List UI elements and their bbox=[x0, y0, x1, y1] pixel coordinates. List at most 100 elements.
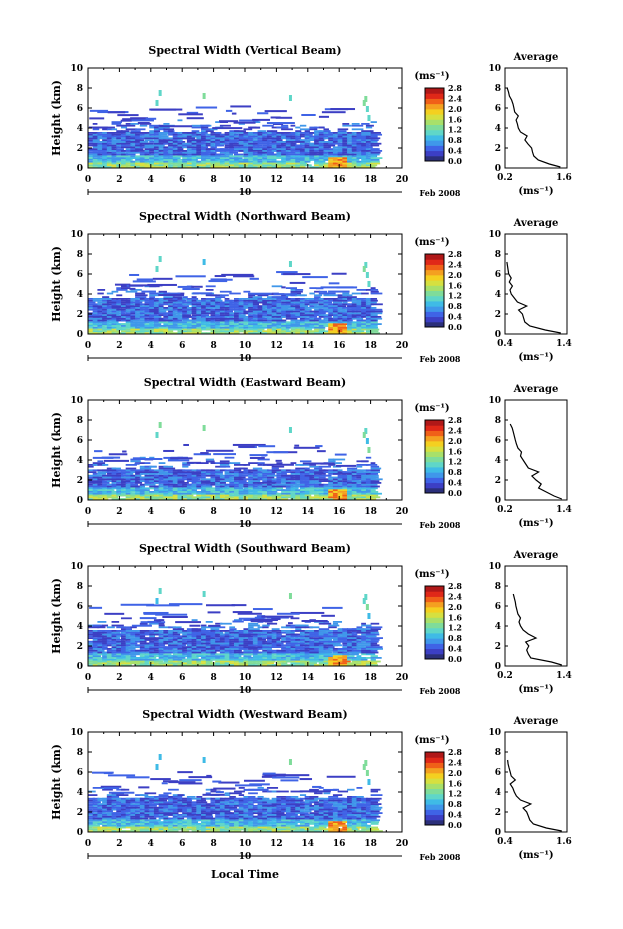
heatmap-cell bbox=[97, 303, 106, 306]
colorbar-swatch bbox=[425, 311, 444, 318]
heatmap-cell bbox=[158, 476, 168, 479]
heatmap-cell bbox=[88, 157, 94, 159]
heatmap-cell bbox=[248, 166, 254, 168]
heatmap-cell bbox=[201, 144, 207, 147]
heatmap-cell bbox=[224, 630, 231, 632]
heatmap-cell bbox=[361, 299, 370, 302]
heatmap-cell bbox=[177, 148, 184, 150]
heatmap-cell bbox=[215, 144, 224, 147]
heatmap-cell bbox=[97, 471, 109, 473]
heatmap-cell bbox=[337, 478, 347, 481]
heatmap-cell bbox=[257, 294, 269, 297]
heatmap-cell bbox=[89, 117, 105, 120]
heatmap-cell bbox=[168, 639, 177, 641]
heatmap-cell bbox=[309, 473, 315, 475]
heatmap-cell bbox=[219, 492, 230, 495]
heatmap-cell bbox=[88, 498, 95, 500]
heatmap-cell bbox=[205, 285, 216, 288]
heatmap-cell bbox=[262, 298, 270, 300]
heatmap-cell bbox=[309, 637, 322, 639]
heatmap-cell bbox=[177, 651, 185, 654]
heatmap-cell bbox=[281, 148, 288, 150]
heatmap-cell bbox=[281, 299, 287, 302]
heatmap-cell bbox=[158, 307, 165, 309]
heatmap-cell bbox=[229, 292, 241, 295]
heatmap-cell bbox=[290, 137, 299, 140]
heatmap-cell bbox=[276, 317, 283, 320]
heatmap-cell bbox=[168, 480, 177, 482]
heatmap-cell bbox=[186, 155, 194, 158]
heatmap-cell bbox=[314, 639, 320, 641]
heatmap-cell bbox=[168, 476, 178, 479]
heatmap-cell bbox=[314, 491, 320, 493]
heatmap-cell bbox=[111, 133, 121, 136]
heatmap-cell bbox=[210, 314, 220, 316]
heatmap-cell bbox=[172, 157, 181, 159]
heatmap-cell bbox=[318, 471, 326, 473]
heatmap-cell bbox=[219, 460, 230, 463]
heatmap-cell bbox=[276, 496, 282, 499]
heatmap-cell bbox=[141, 290, 156, 293]
heatmap-cell bbox=[318, 310, 324, 313]
heatmap-cell bbox=[248, 626, 254, 629]
heatmap-cell bbox=[88, 480, 94, 482]
average-y-tick-label: 6 bbox=[495, 270, 501, 280]
heatmap-cell bbox=[285, 635, 294, 638]
heatmap-cell bbox=[257, 299, 264, 302]
heatmap-cell bbox=[309, 146, 320, 149]
heatmap-cell bbox=[196, 639, 204, 641]
heatmap-cell bbox=[106, 148, 116, 150]
heatmap-cell bbox=[295, 289, 304, 291]
heatmap-cell bbox=[309, 126, 317, 129]
heatmap-cell bbox=[347, 141, 353, 143]
heatmap-cell bbox=[262, 646, 270, 648]
heatmap-cell bbox=[234, 660, 240, 663]
heatmap-cell bbox=[234, 166, 242, 168]
heatmap-cell bbox=[266, 648, 272, 650]
heatmap-cell bbox=[177, 142, 184, 145]
heatmap-cell bbox=[97, 630, 106, 632]
heatmap-cell bbox=[163, 141, 170, 143]
date-label: Feb 2008 bbox=[420, 520, 461, 530]
heatmap-cell bbox=[238, 489, 246, 491]
heatmap-cell bbox=[224, 494, 233, 497]
heatmap-cell bbox=[106, 139, 113, 141]
heatmap-cell bbox=[102, 624, 109, 627]
heatmap-cell bbox=[318, 465, 331, 468]
heatmap-cell bbox=[243, 639, 249, 641]
heatmap-cell bbox=[106, 323, 114, 325]
heatmap-cell bbox=[304, 303, 313, 306]
heatmap-cell bbox=[314, 646, 324, 648]
heatmap-cell bbox=[224, 155, 230, 158]
heatmap-cell bbox=[257, 319, 268, 322]
heatmap-cell bbox=[290, 139, 299, 141]
heatmap-cell bbox=[224, 637, 231, 639]
heatmap-cell bbox=[361, 460, 368, 463]
heatmap-cell bbox=[370, 487, 378, 490]
heatmap-cell bbox=[347, 494, 352, 497]
heatmap-cell bbox=[219, 640, 225, 643]
heatmap-cell bbox=[351, 325, 361, 327]
heatmap-cell bbox=[186, 640, 194, 643]
heatmap-cell bbox=[116, 494, 122, 497]
heatmap-cell bbox=[92, 305, 98, 307]
heatmap-cell bbox=[182, 146, 190, 149]
heatmap-cell bbox=[370, 312, 383, 315]
heatmap-cell bbox=[111, 332, 118, 334]
heatmap-cell bbox=[224, 310, 233, 313]
heatmap-cell bbox=[92, 498, 100, 500]
heatmap-cell bbox=[295, 312, 304, 315]
heatmap-cell bbox=[370, 489, 376, 491]
heatmap-cell bbox=[281, 494, 289, 497]
heatmap-cell bbox=[266, 649, 279, 652]
heatmap-cell bbox=[295, 478, 304, 481]
heatmap-cell bbox=[125, 314, 131, 316]
heatmap-cell bbox=[88, 132, 96, 134]
heatmap-cell bbox=[103, 459, 130, 462]
heatmap-cell bbox=[172, 137, 180, 140]
heatmap-cell bbox=[88, 489, 95, 491]
heatmap-cell bbox=[206, 449, 234, 452]
heatmap-cell bbox=[182, 464, 191, 466]
average-profile-line bbox=[509, 423, 563, 500]
heatmap-cell bbox=[158, 624, 165, 627]
